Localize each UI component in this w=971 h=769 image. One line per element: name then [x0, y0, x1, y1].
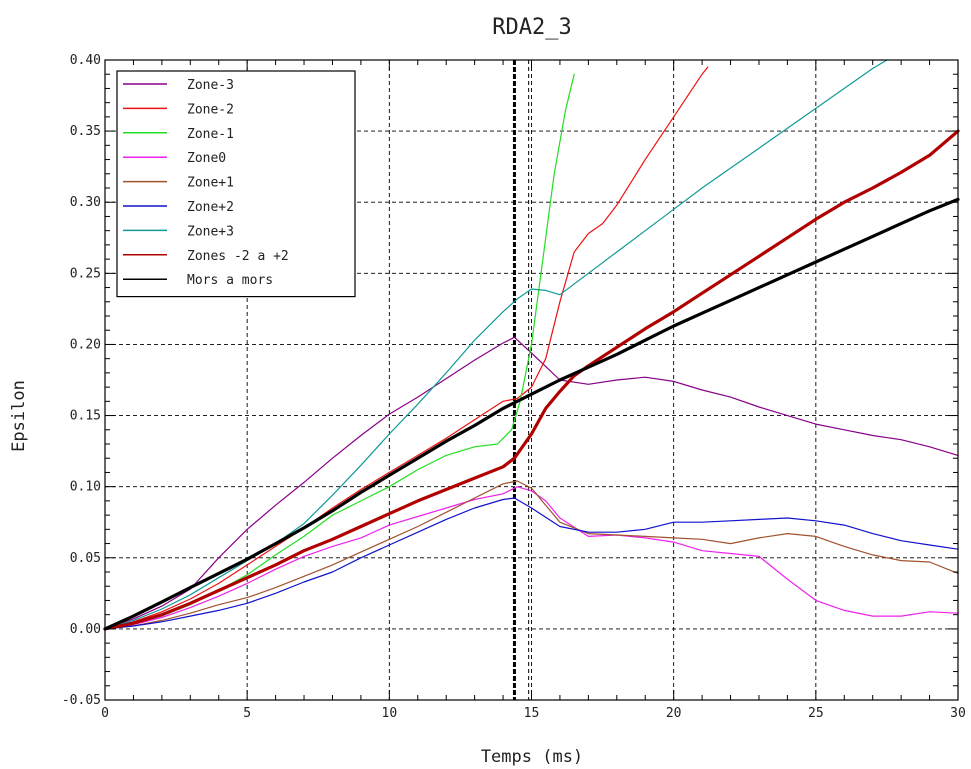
y-tick-label: 0.10: [70, 480, 101, 495]
axis-ticks: 0 5 10 15 20 25 30 -0.05 0.00 0.05 0.10 0.15 0.20 0.2…: [62, 53, 966, 721]
x-tick-label: 0: [101, 706, 109, 721]
legend-label: Zone-2: [187, 102, 234, 117]
chart-title: RDA2_3: [492, 15, 571, 40]
series-line-zone+1: [104, 480, 959, 630]
y-tick-label: 0.40: [70, 53, 101, 68]
legend-label: Zone+2: [187, 200, 234, 215]
series-line-zone-3: [104, 336, 959, 630]
legend-label: Zone0: [187, 151, 226, 166]
plot-series: [103, 59, 960, 631]
series-line-zones--2-a-+2: [103, 129, 960, 631]
legend-label: Zone-3: [187, 78, 234, 93]
legend-label: Mors a mors: [187, 273, 273, 288]
y-tick-label: 0.25: [70, 266, 101, 281]
y-tick-label: 0.30: [70, 195, 101, 210]
legend-label: Zone+1: [187, 176, 234, 191]
x-axis-title: Temps (ms): [481, 747, 583, 767]
x-tick-label: 15: [524, 706, 540, 721]
vertical-markers: [512, 60, 530, 700]
y-tick-label: 0.00: [70, 622, 101, 637]
x-tick-label: 30: [950, 706, 966, 721]
legend: Zone-3 Zone-2 Zone-1 Zone0 Zone+1 Zone+2 Zone+…: [116, 70, 356, 298]
y-tick-label: -0.05: [62, 693, 101, 708]
y-tick-label: 0.20: [70, 337, 101, 352]
series-line-zone+2: [104, 497, 959, 630]
x-tick-label: 20: [666, 706, 682, 721]
series-line-zone0: [104, 486, 959, 630]
y-axis-title: Epsilon: [9, 380, 29, 452]
series-line-mors-a-mors: [103, 197, 960, 631]
series-line-zone-2: [104, 66, 709, 630]
x-tick-label: 5: [243, 706, 251, 721]
legend-label: Zone+3: [187, 224, 234, 239]
y-tick-label: 0.05: [70, 551, 101, 566]
x-tick-label: 25: [808, 706, 824, 721]
legend-label: Zone-1: [187, 127, 234, 142]
legend-label: Zones -2 a +2: [187, 249, 289, 264]
y-tick-label: 0.15: [70, 409, 101, 424]
y-tick-label: 0.35: [70, 124, 101, 139]
x-tick-label: 10: [382, 706, 398, 721]
